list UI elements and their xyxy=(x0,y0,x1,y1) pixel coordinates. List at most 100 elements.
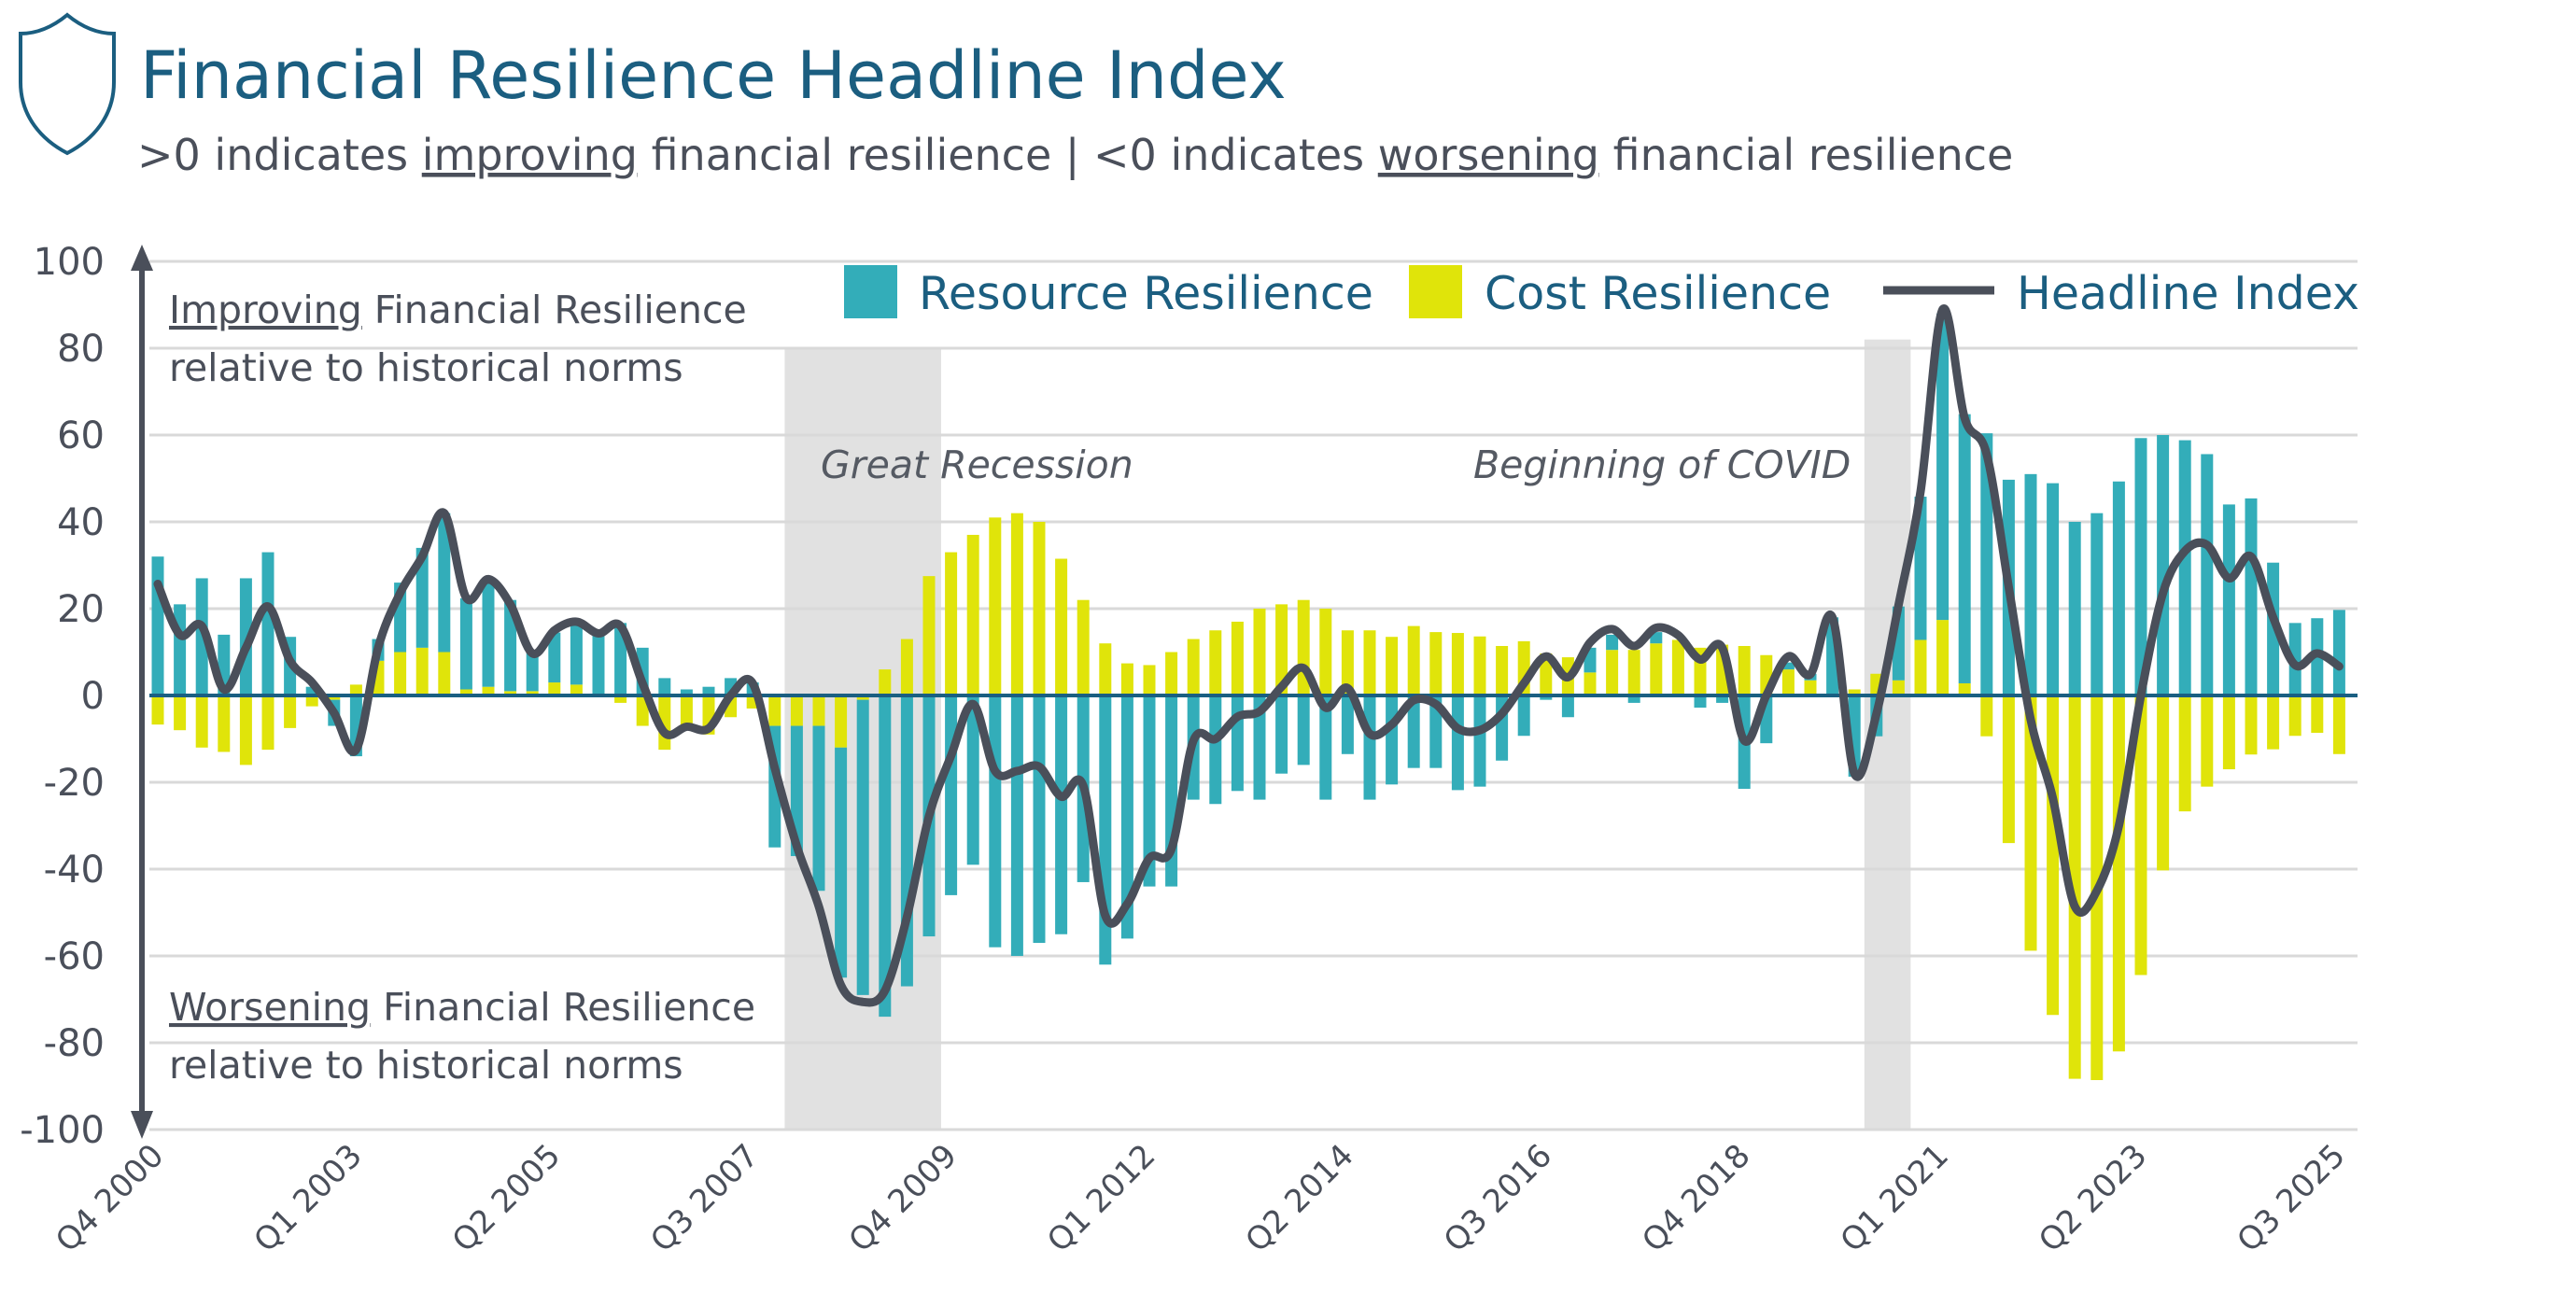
subtitle-part: >0 indicates xyxy=(137,130,422,180)
resource-bar xyxy=(2201,454,2214,695)
cost-bar xyxy=(1253,609,1266,695)
cost-bar xyxy=(1341,630,1354,695)
y-axis-ticks: 100 80 60 40 20 0 -20 -40 -60 -80 -100 xyxy=(20,241,105,1152)
x-tick-label: Q2 2014 xyxy=(1238,1137,1360,1259)
resource-bar xyxy=(1275,695,1288,774)
cost-bar xyxy=(1936,620,1950,695)
subtitle-improving: improving xyxy=(422,130,638,180)
cost-bar xyxy=(151,695,164,725)
worsening-annotation-line2: relative to historical norms xyxy=(169,1043,683,1088)
resource-bar xyxy=(1363,695,1376,800)
resource-bar xyxy=(1033,695,1046,944)
resource-bar xyxy=(2047,483,2060,695)
page-subtitle: >0 indicates improving financial resilie… xyxy=(137,130,2013,181)
x-tick-label: Q1 2012 xyxy=(1040,1137,1162,1259)
x-tick-label: Q2 2023 xyxy=(2032,1137,2154,1259)
cost-bar xyxy=(482,686,495,695)
cost-bar xyxy=(1848,689,1861,695)
cost-bar xyxy=(680,695,693,731)
x-tick-label: Q3 2025 xyxy=(2230,1137,2352,1259)
resource-bar xyxy=(2112,481,2125,695)
cost-bar xyxy=(1275,604,1288,695)
cost-bar xyxy=(1209,630,1222,695)
resource-bar xyxy=(482,583,495,687)
resource-bar xyxy=(526,652,539,692)
resource-bar xyxy=(658,678,671,695)
resource-bar xyxy=(1694,695,1707,709)
cost-bar xyxy=(1055,558,1068,695)
cost-bar xyxy=(394,652,407,695)
resource-bar xyxy=(2157,435,2170,695)
cost-bar xyxy=(328,695,341,700)
page-title: Financial Resilience Headline Index xyxy=(140,37,1287,114)
x-axis-ticks: Q4 2000 Q1 2003 Q2 2005 Q3 2007 Q4 2009 Q1 20… xyxy=(49,1137,2353,1259)
cost-bar xyxy=(636,695,649,726)
cost-bar xyxy=(261,695,274,751)
cost-bar xyxy=(966,534,979,695)
resource-bar xyxy=(195,578,208,695)
resource-bar xyxy=(415,547,429,648)
cost-bar xyxy=(2112,695,2125,1052)
resource-bar xyxy=(1650,632,1663,644)
legend-swatch-cost xyxy=(1409,265,1462,318)
cost-bar xyxy=(835,695,848,748)
resource-bar xyxy=(856,699,869,995)
y-tick-label: 100 xyxy=(34,241,105,284)
x-tick-label: Q1 2021 xyxy=(1834,1137,1956,1259)
resource-bar xyxy=(1606,634,1619,651)
cost-bar xyxy=(1980,695,1993,737)
headline-index-line xyxy=(153,304,2344,1007)
improving-annotation: Improving Financial Resilience xyxy=(169,288,747,332)
resource-bar xyxy=(1451,695,1464,791)
cost-bar xyxy=(2267,695,2280,750)
cost-bar xyxy=(1386,637,1399,695)
resource-bar xyxy=(680,689,693,695)
x-tick-label: Q3 2016 xyxy=(1437,1137,1559,1259)
cost-bar xyxy=(2332,695,2345,754)
cost-bar xyxy=(790,695,803,726)
cost-bar xyxy=(1958,682,1971,695)
resource-bar xyxy=(1120,695,1133,939)
resource-bar xyxy=(1209,695,1222,805)
resource-bar xyxy=(305,686,318,695)
cost-bar xyxy=(2024,695,2037,951)
resource-bar xyxy=(1781,662,1795,670)
cost-bar xyxy=(504,691,517,695)
legend-swatch-resource xyxy=(844,265,897,318)
resource-bar xyxy=(2134,438,2147,695)
resource-bar xyxy=(812,725,825,892)
resource-bar xyxy=(1143,695,1156,887)
resource-bar xyxy=(2024,473,2037,695)
resource-bar xyxy=(1540,695,1553,700)
resource-bar xyxy=(1231,695,1244,792)
subtitle-part: financial resilience xyxy=(1599,130,2013,180)
cost-bar xyxy=(2002,695,2015,844)
resource-bar xyxy=(548,632,561,683)
cost-bar xyxy=(1099,643,1112,695)
legend-label-resource: Resource Resilience xyxy=(919,267,1373,320)
cost-bar xyxy=(1077,599,1090,695)
cost-bar xyxy=(812,695,825,726)
x-tick-label: Q4 2009 xyxy=(842,1137,964,1259)
cost-bar xyxy=(2288,695,2302,737)
resource-bar xyxy=(945,695,958,895)
subtitle-worsening: worsening xyxy=(1378,130,1599,180)
cost-bar xyxy=(305,695,318,707)
cost-bar xyxy=(1120,663,1133,695)
resource-bar xyxy=(966,695,979,865)
resource-bar xyxy=(570,624,583,685)
resource-bar xyxy=(1297,695,1310,765)
y-tick-label: 0 xyxy=(81,675,105,718)
y-tick-label: 80 xyxy=(57,328,105,371)
improving-annotation-line2: relative to historical norms xyxy=(169,345,683,390)
cost-bar xyxy=(1451,633,1464,695)
cost-bar xyxy=(284,695,297,728)
cost-bar xyxy=(1892,680,1905,695)
cost-bar xyxy=(945,552,958,695)
resource-bar xyxy=(459,597,472,690)
resource-bar xyxy=(1253,695,1266,800)
cost-bar xyxy=(239,695,252,765)
y-tick-label: -100 xyxy=(20,1109,105,1152)
y-tick-label: 60 xyxy=(57,414,105,457)
x-tick-label: Q4 2018 xyxy=(1635,1137,1757,1259)
